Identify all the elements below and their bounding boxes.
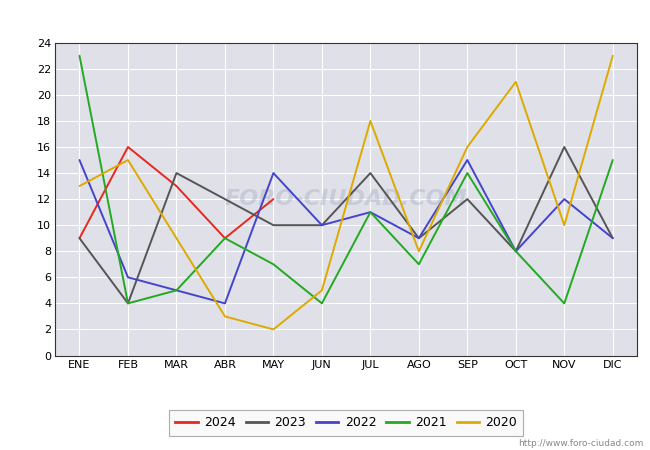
Legend: 2024, 2023, 2022, 2021, 2020: 2024, 2023, 2022, 2021, 2020	[169, 410, 523, 436]
Text: FORO-CIUDAD.COM: FORO-CIUDAD.COM	[225, 189, 467, 209]
Text: Matriculaciones de Vehículos en Blanca: Matriculaciones de Vehículos en Blanca	[166, 9, 484, 24]
Text: http://www.foro-ciudad.com: http://www.foro-ciudad.com	[518, 439, 644, 448]
